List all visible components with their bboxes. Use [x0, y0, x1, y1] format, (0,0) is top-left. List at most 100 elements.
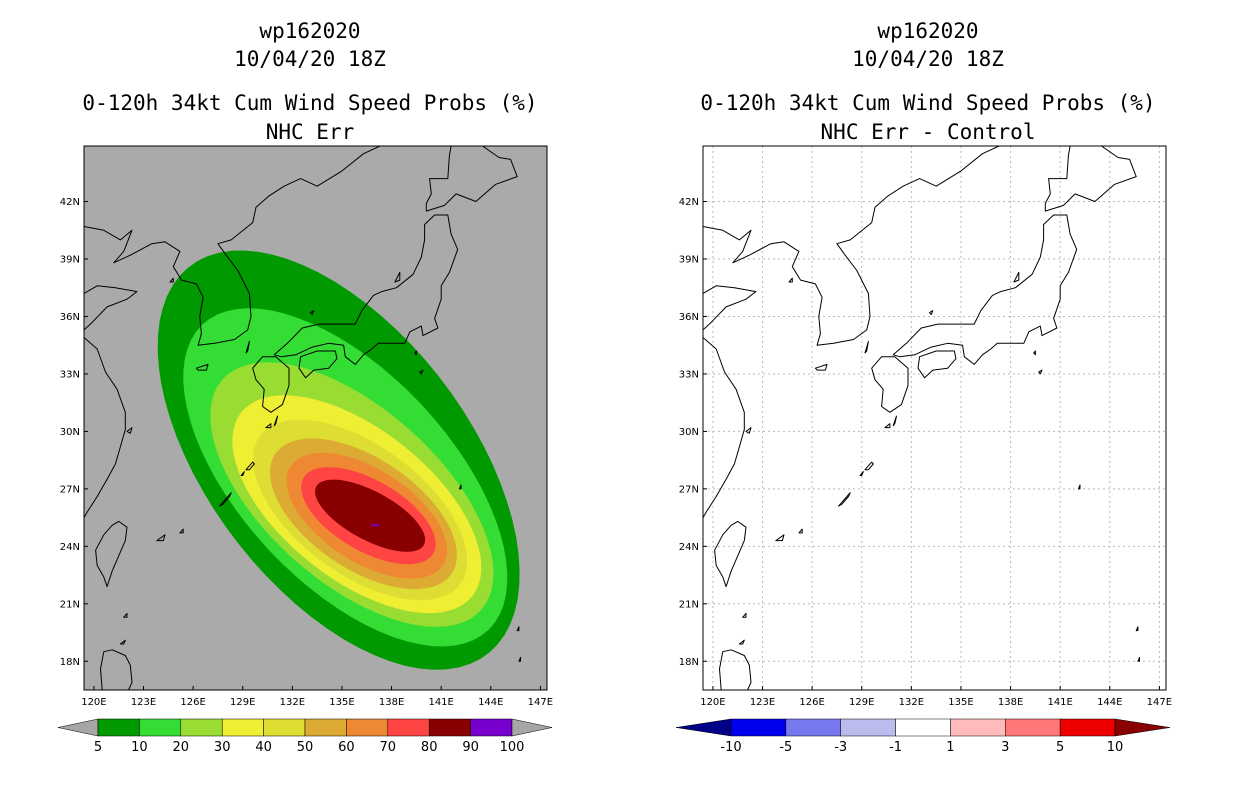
colorbar-label: -5: [779, 740, 792, 755]
right-title: 0-120h 34kt Cum Wind Speed Probs (%): [700, 91, 1156, 115]
y-tick-label: 21N: [60, 599, 80, 610]
coastline-ryukyu-okinawa: [219, 492, 232, 507]
coastline-oki: [929, 310, 934, 316]
y-tick-label: 39N: [60, 255, 80, 266]
colorbar-swatch: [730, 718, 787, 737]
coastline-tokunoshima: [859, 471, 864, 476]
coastline-shandong-coast: [703, 285, 757, 331]
coastline-babuyan: [738, 639, 745, 645]
colorbar-label: 30: [214, 740, 231, 755]
coastline-shikoku: [917, 350, 957, 379]
map-frame: [702, 145, 1167, 691]
coastline-jeju: [814, 363, 828, 371]
colorbar-label: 100: [500, 740, 525, 755]
colorbar-label: 50: [297, 740, 314, 755]
coastline-honshu: [273, 214, 459, 365]
colorbar-swatch: [180, 718, 223, 737]
x-tick-label: 126E: [180, 697, 205, 708]
colorbar-swatch: [304, 718, 347, 737]
coastline-sado: [1013, 271, 1020, 283]
colorbar-swatch: [840, 718, 896, 737]
x-tick-label: 141E: [428, 697, 453, 708]
coastline-luzon-strait-islands: [742, 612, 747, 618]
coastline-ishigaki: [775, 534, 785, 542]
y-tick-label: 18N: [60, 657, 80, 668]
colorbar-label: 3: [1001, 740, 1009, 755]
x-tick-label: 135E: [329, 697, 354, 708]
x-tick-label: 141E: [1047, 697, 1072, 708]
colorbar-left-arrow: [675, 718, 732, 737]
colorbar-swatch: [387, 718, 430, 737]
x-tick-label: 120E: [700, 697, 725, 708]
colorbar-swatch: [1059, 718, 1116, 737]
colorbar-label: 10: [131, 740, 148, 755]
y-tick-label: 39N: [679, 255, 699, 266]
coastline-oki: [310, 310, 315, 316]
y-tick-label: 33N: [679, 369, 699, 380]
x-tick-label: 138E: [379, 697, 404, 708]
y-tick-label: 33N: [60, 369, 80, 380]
colorbar-right-arrow: [511, 718, 553, 737]
coastline-china-south-coast: [703, 337, 745, 518]
x-tick-label: 123E: [750, 697, 775, 708]
coastline-sakhalin-coast: [452, 146, 454, 147]
x-tick-label: 126E: [799, 697, 824, 708]
coastline-mariana-a: [518, 656, 521, 662]
coastline-tsushima: [864, 340, 869, 354]
colorbar-swatch: [785, 718, 841, 737]
x-tick-label: 129E: [230, 697, 255, 708]
coastline-miyako: [179, 528, 184, 534]
coastline-mariana-b: [516, 626, 520, 632]
right-map-panel: 120E 123E 126E 129E 132E 135E 138E 141E 144E 147E…: [675, 145, 1172, 755]
colorbar-label: 70: [380, 740, 397, 755]
x-tick-label: 132E: [280, 697, 305, 708]
colorbar-label: -10: [720, 740, 741, 755]
left-title: 0-120h 34kt Cum Wind Speed Probs (%): [82, 91, 538, 115]
coastline-bonin: [458, 484, 462, 490]
coastline-zhoushan: [745, 427, 752, 434]
x-tick-label: 132E: [899, 697, 924, 708]
colorbar-label: 80: [421, 740, 438, 755]
coastline-mariana-b: [1135, 626, 1139, 632]
x-tick-label: 144E: [1097, 697, 1122, 708]
colorbar-label: 5: [94, 740, 102, 755]
colorbar-label: 20: [173, 740, 190, 755]
y-tick-label: 42N: [679, 197, 699, 208]
prob-contour-80: [315, 479, 426, 552]
coastline-yakushima: [884, 423, 891, 429]
coastline-honshu: [892, 214, 1078, 365]
x-tick-label: 144E: [478, 697, 503, 708]
colorbar-label: 90: [462, 740, 479, 755]
colorbar-swatch: [97, 718, 140, 737]
right-storm-id: wp162020: [877, 19, 979, 43]
colorbar-swatch: [895, 718, 951, 737]
colorbar-left-arrow: [57, 718, 99, 737]
coastline-izu-islands: [1033, 350, 1036, 356]
map-frame: [83, 145, 548, 691]
y-tick-label: 21N: [679, 599, 699, 610]
coastline-sakhalin-coast: [1071, 146, 1073, 147]
y-tick-label: 24N: [60, 542, 80, 553]
colorbar-label: 40: [255, 740, 272, 755]
coastline-tanegashima: [892, 415, 897, 427]
coastline-shandong-coast: [84, 285, 138, 331]
left-map-panel: 120E 123E 126E 129E 132E 135E 138E 141E 144E 147E…: [57, 145, 553, 755]
coastline-shikoku: [298, 350, 338, 379]
y-tick-label: 36N: [60, 312, 80, 323]
colorbar-right-arrow: [1114, 718, 1171, 737]
coastline-tanegashima: [273, 415, 278, 427]
coastline-taiwan: [714, 520, 747, 588]
coastline-yakushima: [265, 423, 272, 429]
coastline-ryukyu-okinawa: [838, 492, 851, 507]
y-tick-label: 18N: [679, 657, 699, 668]
colorbar-swatch: [950, 718, 1006, 737]
coastline-mariana-a: [1137, 656, 1140, 662]
coastline-babuyan: [119, 639, 126, 645]
coastline-hokkaido: [425, 146, 518, 212]
colorbar-swatch: [139, 718, 182, 737]
left-subtitle: NHC Err: [265, 120, 355, 144]
coastline-amami: [245, 461, 255, 471]
x-tick-label: 138E: [998, 697, 1023, 708]
right-subtitle: NHC Err - Control: [820, 120, 1036, 144]
